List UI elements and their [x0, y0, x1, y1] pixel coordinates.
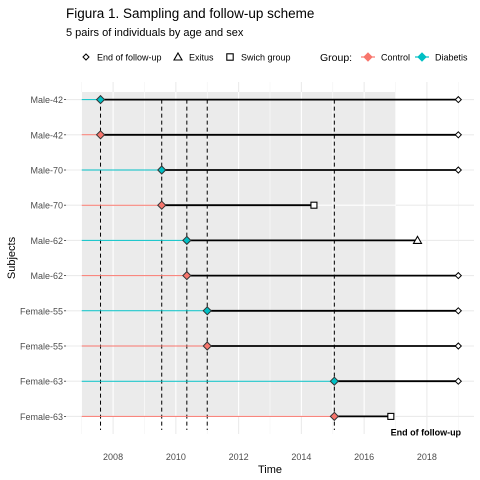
x-tick-label: 2014 [291, 452, 311, 462]
y-axis-label: Subjects [6, 236, 18, 279]
subject-row [81, 306, 463, 316]
legend-item-diamond: End of follow-up [82, 53, 162, 63]
subject-row [81, 376, 463, 386]
subject-row [81, 270, 463, 281]
subject-row [81, 200, 318, 210]
subject-row [81, 341, 463, 351]
y-tick-label: Female-63 [20, 412, 63, 422]
y-tick-label: Male-70 [30, 201, 63, 211]
legend-item-triangle: Exitus [173, 51, 214, 63]
y-tick-label: Male-42 [30, 130, 63, 140]
x-tick-label: 2018 [417, 452, 437, 462]
y-tick-label: Female-55 [20, 342, 63, 352]
entry-point [202, 341, 212, 351]
diamond-icon [82, 53, 90, 61]
subject-row [81, 165, 463, 175]
end-of-follow-up-marker [454, 271, 463, 280]
y-tick-label: Female-55 [20, 306, 63, 316]
triangle-icon [173, 51, 183, 61]
entry-point [95, 94, 106, 105]
entry-point [202, 306, 212, 316]
end-of-follow-up-marker [454, 166, 463, 174]
chart-subtitle: 5 pairs of individuals by age and sex [66, 27, 244, 39]
end-of-follow-up-marker [454, 342, 463, 350]
subject-row [81, 94, 463, 105]
x-axis-label: Time [258, 464, 282, 476]
subject-series [81, 94, 463, 422]
entry-point [95, 130, 106, 140]
annotation-end-of-follow-up: End of follow-up [391, 427, 462, 437]
chart-title: Figura 1. Sampling and follow-up scheme [66, 6, 314, 21]
legend-item-square: Swich group [226, 53, 291, 63]
end-of-follow-up-marker [454, 131, 463, 139]
legend-group-item: Control [361, 52, 410, 63]
diamond-icon [417, 52, 427, 62]
y-tick-label: Male-42 [30, 95, 63, 105]
subject-row [81, 130, 463, 140]
x-axis: 2008 2010 2012 2014 2016 2018 [103, 452, 437, 462]
legend-label: Swich group [241, 53, 291, 63]
y-tick-label: Male-62 [30, 271, 63, 281]
swich-group-marker [387, 412, 395, 420]
end-of-follow-up-marker [454, 307, 463, 315]
x-tick-label: 2008 [103, 452, 123, 462]
end-of-follow-up-marker [454, 95, 463, 104]
square-icon [226, 53, 234, 61]
legend-label: Diabetis [435, 53, 468, 63]
y-tick-label: Female-63 [20, 377, 63, 387]
diamond-icon [363, 52, 373, 62]
entry-point [182, 270, 192, 281]
y-tick-label: Male-70 [30, 166, 63, 176]
legend-label: Exitus [189, 53, 214, 63]
swich-group-marker [310, 201, 318, 209]
legend-group-title: Group: [320, 52, 352, 64]
entry-point [329, 411, 340, 422]
entry-point [157, 200, 167, 210]
x-tick-label: 2016 [354, 452, 374, 462]
entry-dashed-lines [100, 99, 335, 430]
legend: End of follow-up Exitus Swich group Group: C… [82, 51, 468, 64]
exitus-marker [412, 235, 423, 244]
legend-label: Control [381, 53, 410, 63]
entry-point [329, 376, 340, 386]
entry-point [182, 235, 192, 246]
legend-group-item: Diabetis [415, 52, 468, 63]
x-tick-label: 2012 [229, 452, 249, 462]
y-axis: Male-42 Male-42 Male-70 Male-70 Male-62 Male-… [20, 95, 66, 422]
x-tick-label: 2010 [166, 452, 186, 462]
end-of-follow-up-marker [454, 377, 463, 385]
y-tick-label: Male-62 [30, 236, 63, 246]
legend-label: End of follow-up [97, 53, 162, 63]
subject-row [81, 235, 423, 246]
subject-row [81, 411, 395, 422]
entry-point [157, 165, 167, 175]
